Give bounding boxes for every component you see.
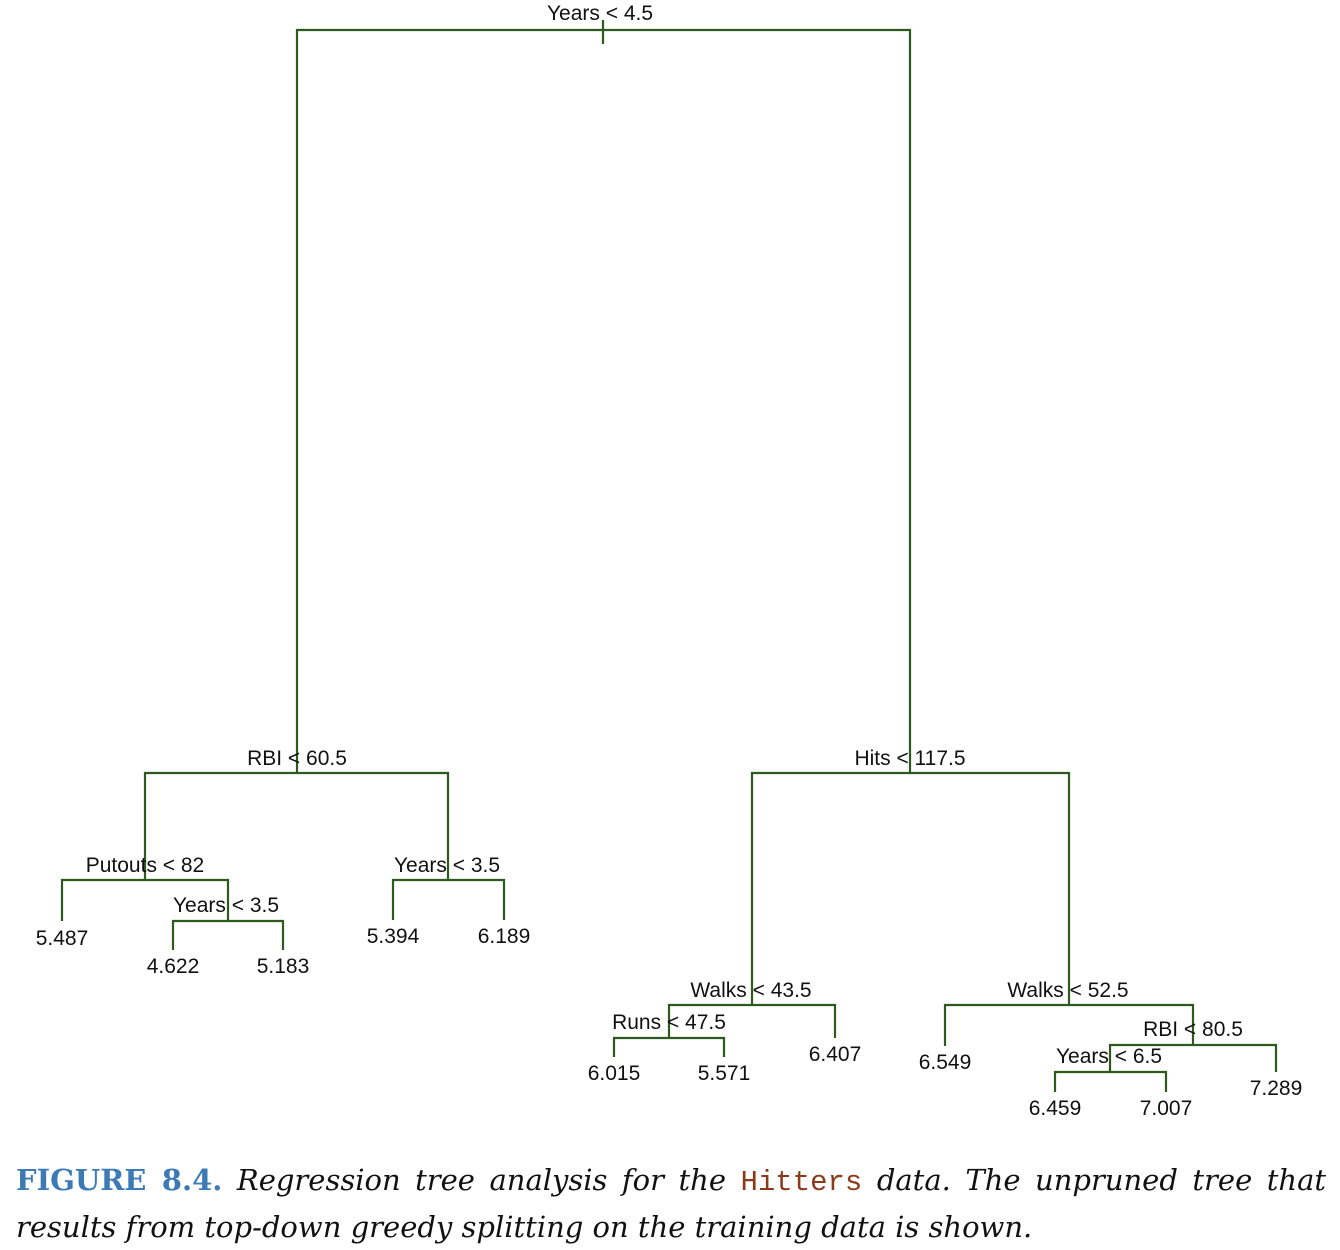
split-label-walks-525: Walks < 52.5 (1007, 979, 1128, 1002)
leaf-value: 7.289 (1250, 1077, 1303, 1100)
leaf-value: 6.549 (919, 1051, 972, 1074)
leaf-value: 5.394 (367, 925, 420, 948)
split-label-walks-435: Walks < 43.5 (690, 979, 811, 1002)
edge-years-65 (1053, 1070, 1168, 1092)
split-label-rbi-805: RBI < 80.5 (1143, 1018, 1243, 1041)
edge-walks-435 (667, 1003, 837, 1038)
figure-tag: FIGURE 8.4. (16, 1163, 223, 1197)
caption-text-before: Regression tree analysis for the (222, 1163, 741, 1197)
figure-caption: FIGURE 8.4. Regression tree analysis for… (16, 1158, 1326, 1249)
caption-text-after: data. The unpruned tree that results fro… (16, 1163, 1327, 1244)
edge-years-35a (171, 919, 285, 950)
leaf-value: 5.183 (257, 955, 310, 978)
split-label-years-35-right: Years < 3.5 (394, 854, 500, 877)
leaf-value: 5.487 (36, 927, 89, 950)
split-label-years-35-left: Years < 3.5 (173, 894, 279, 917)
caption-code-word: Hitters (740, 1166, 863, 1199)
edge-hits-117 (750, 771, 1071, 1005)
leaf-value: 6.459 (1029, 1097, 1082, 1120)
split-label-runs-475: Runs < 47.5 (612, 1011, 726, 1034)
edge-walks-525 (943, 1003, 1195, 1046)
edge-runs-475 (612, 1036, 726, 1057)
edge-years-35b (391, 878, 506, 920)
leaf-value: 6.189 (478, 925, 531, 948)
split-label-putouts-82: Putouts < 82 (86, 854, 205, 877)
edge-putouts-82 (60, 878, 230, 921)
leaf-value: 7.007 (1140, 1097, 1193, 1120)
leaf-value: 6.407 (809, 1043, 862, 1066)
regression-tree-diagram: Years < 4.5 RBI < 60.5 Hits < 117.5 Puto… (36, 2, 1303, 1120)
leaf-value: 5.571 (698, 1062, 751, 1085)
edge-rbi-805 (1108, 1043, 1278, 1072)
edge-rbi-60 (143, 771, 450, 880)
leaf-value: 6.015 (588, 1062, 641, 1085)
leaf-value: 4.622 (147, 955, 200, 978)
split-label-hits-1175: Hits < 117.5 (854, 747, 965, 770)
split-label-years-65: Years < 6.5 (1056, 1045, 1162, 1068)
split-label-rbi-605: RBI < 60.5 (247, 747, 347, 770)
split-label-years-45: Years < 4.5 (547, 2, 653, 25)
edge-root (295, 28, 912, 773)
